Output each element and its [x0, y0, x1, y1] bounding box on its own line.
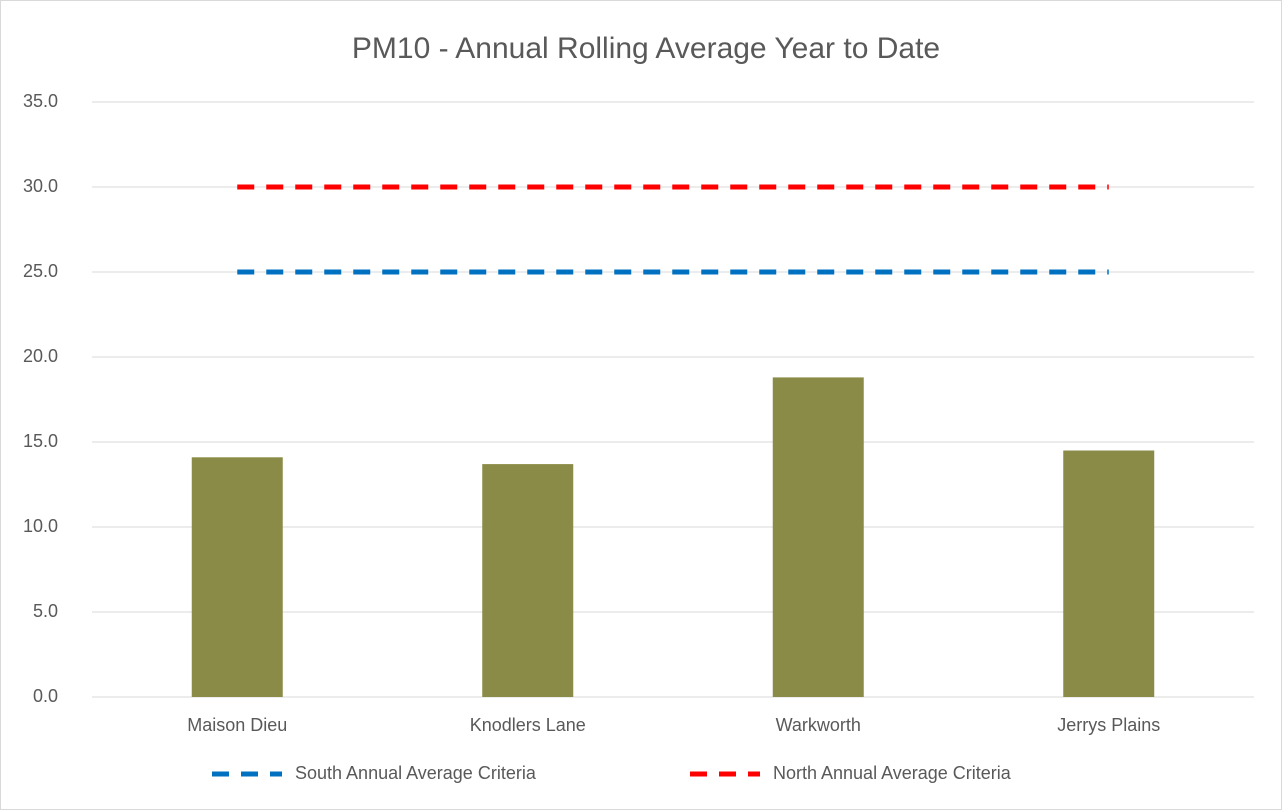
- bar: [1063, 450, 1155, 697]
- bar: [772, 377, 864, 697]
- x-tick-label: Warkworth: [776, 715, 861, 735]
- bar: [191, 457, 283, 697]
- bar: [482, 464, 574, 697]
- y-tick-label: 35.0: [23, 91, 58, 111]
- x-tick-label: Knodlers Lane: [470, 715, 586, 735]
- y-tick-label: 30.0: [23, 176, 58, 196]
- y-tick-label: 5.0: [33, 601, 58, 621]
- y-tick-label: 10.0: [23, 516, 58, 536]
- x-tick-label: Maison Dieu: [187, 715, 287, 735]
- legend-label: North Annual Average Criteria: [773, 763, 1012, 783]
- y-tick-label: 20.0: [23, 346, 58, 366]
- y-tick-label: 25.0: [23, 261, 58, 281]
- legend-label: South Annual Average Criteria: [295, 763, 537, 783]
- y-tick-label: 15.0: [23, 431, 58, 451]
- y-tick-label: 0.0: [33, 686, 58, 706]
- x-tick-label: Jerrys Plains: [1057, 715, 1160, 735]
- chart-title: PM10 - Annual Rolling Average Year to Da…: [352, 32, 940, 65]
